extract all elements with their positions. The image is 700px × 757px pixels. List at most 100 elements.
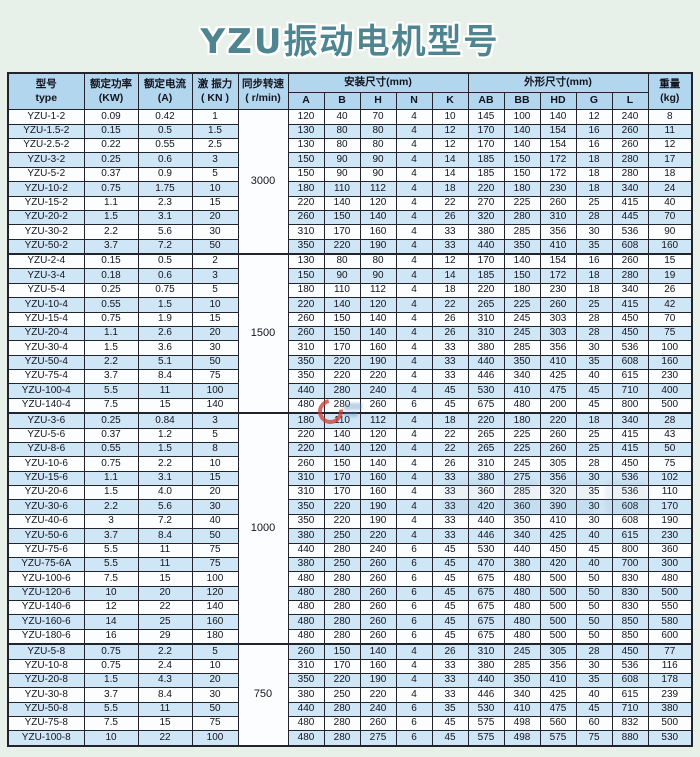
- model-cell: YZU-140-6: [7, 600, 85, 616]
- value-cell: 40: [575, 687, 613, 703]
- exciting-force-cell: 50: [191, 701, 239, 718]
- value-cell: 26: [431, 643, 469, 660]
- value-cell: 15: [647, 253, 693, 270]
- rated-power-cell: 7.5: [83, 397, 139, 414]
- rated-power-cell: 0.75: [83, 643, 139, 660]
- model-cell: YZU-75-6A: [7, 556, 85, 573]
- model-cell: YZU-1-2: [7, 109, 85, 125]
- model-cell: YZU-50-8: [7, 701, 85, 718]
- col-group-outline-dims: 外形尺寸(mm): [467, 72, 649, 93]
- value-cell: 18: [431, 282, 469, 299]
- table-row: YZU-20-6 1.5 4.0 20 310 170 160 4 33 360 285 320 35 5…: [7, 485, 693, 501]
- value-cell: 28: [575, 209, 613, 226]
- col-header-A: A: [287, 91, 325, 111]
- value-cell: 12: [431, 253, 469, 270]
- value-cell: 160: [359, 340, 397, 356]
- value-cell: 250: [323, 556, 361, 573]
- rated-power-cell: 10: [83, 730, 139, 747]
- value-cell: 150: [323, 643, 361, 660]
- value-cell: 356: [539, 224, 577, 240]
- value-cell: 150: [503, 268, 541, 284]
- rated-power-cell: 10: [83, 585, 139, 602]
- model-cell: YZU-75-4: [7, 369, 85, 385]
- value-cell: 33: [431, 354, 469, 371]
- value-cell: 440: [467, 513, 505, 530]
- value-cell: 172: [539, 152, 577, 168]
- value-cell: 190: [359, 238, 397, 255]
- value-cell: 4: [395, 195, 433, 211]
- exciting-force-cell: 20: [191, 209, 239, 226]
- value-cell: 6: [395, 600, 433, 616]
- exciting-force-cell: 20: [191, 485, 239, 501]
- value-cell: 26: [647, 282, 693, 299]
- rated-power-cell: 12: [83, 600, 139, 616]
- exciting-force-cell: 5: [191, 643, 239, 660]
- value-cell: 6: [395, 571, 433, 587]
- rated-current-cell: 22: [137, 600, 193, 616]
- value-cell: 4: [395, 181, 433, 197]
- rated-power-cell: 0.75: [83, 311, 139, 327]
- value-cell: 40: [575, 556, 613, 573]
- col-header-rated-power: 额定功率 (KW): [83, 72, 139, 111]
- value-cell: 265: [467, 297, 505, 313]
- value-cell: 140: [503, 138, 541, 154]
- value-cell: 536: [611, 340, 649, 356]
- value-cell: 480: [287, 585, 325, 602]
- value-cell: 33: [431, 513, 469, 530]
- value-cell: 260: [359, 600, 397, 616]
- rated-power-cell: 5.5: [83, 701, 139, 718]
- value-cell: 4: [395, 528, 433, 544]
- rated-power-cell: 0.18: [83, 268, 139, 284]
- value-cell: 180: [503, 282, 541, 299]
- exciting-force-cell: 20: [191, 672, 239, 689]
- value-cell: 100: [503, 109, 541, 125]
- exciting-force-cell: 75: [191, 716, 239, 732]
- value-cell: 280: [611, 152, 649, 168]
- value-cell: 340: [611, 282, 649, 299]
- value-cell: 45: [431, 585, 469, 602]
- value-cell: 16: [575, 123, 613, 140]
- rated-current-cell: 4.3: [137, 672, 193, 689]
- value-cell: 45: [575, 397, 613, 414]
- value-cell: 350: [287, 238, 325, 255]
- rated-current-cell: 5.6: [137, 499, 193, 515]
- value-cell: 43: [647, 427, 693, 443]
- exciting-force-cell: 140: [191, 600, 239, 616]
- value-cell: 420: [539, 556, 577, 573]
- value-cell: 33: [431, 224, 469, 240]
- value-cell: 220: [359, 528, 397, 544]
- model-cell: YZU-40-6: [7, 513, 85, 530]
- value-cell: 40: [575, 528, 613, 544]
- value-cell: 75: [647, 456, 693, 472]
- table-row: YZU-10-4 0.55 1.5 10 220 140 120 4 22 265 225 260 25…: [7, 297, 693, 313]
- value-cell: 170: [467, 138, 505, 154]
- value-cell: 350: [287, 369, 325, 385]
- model-cell: YZU-100-8: [7, 730, 85, 747]
- rated-power-cell: 0.55: [83, 297, 139, 313]
- value-cell: 303: [539, 325, 577, 342]
- table-row: YZU-120-6 10 20 120 480 280 260 6 45 675 480 500 50 8…: [7, 585, 693, 602]
- model-cell: YZU-8-6: [7, 441, 85, 458]
- rated-current-cell: 0.6: [137, 152, 193, 168]
- value-cell: 4: [395, 325, 433, 342]
- value-cell: 160: [359, 485, 397, 501]
- model-cell: YZU-30-4: [7, 340, 85, 356]
- rated-power-cell: 7.5: [83, 571, 139, 587]
- rated-current-cell: 0.5: [137, 123, 193, 140]
- rated-current-cell: 4.0: [137, 485, 193, 501]
- table-row: YZU-50-6 3.7 8.4 50 380 250 220 4 33 446 340 425 40 6…: [7, 528, 693, 544]
- value-cell: 410: [539, 354, 577, 371]
- value-cell: 42: [647, 297, 693, 313]
- rated-current-cell: 7.2: [137, 238, 193, 255]
- value-cell: 500: [647, 585, 693, 602]
- value-cell: 110: [323, 412, 361, 429]
- value-cell: 150: [287, 166, 325, 183]
- model-cell: YZU-50-4: [7, 354, 85, 371]
- value-cell: 310: [467, 325, 505, 342]
- sync-speed-cell: 750: [237, 643, 289, 747]
- value-cell: 220: [323, 499, 361, 515]
- value-cell: 6: [395, 397, 433, 414]
- table-row: YZU-140-6 12 22 140 480 280 260 6 45 675 480 500 50 8…: [7, 600, 693, 616]
- model-cell: YZU-1.5-2: [7, 123, 85, 140]
- value-cell: 180: [503, 412, 541, 429]
